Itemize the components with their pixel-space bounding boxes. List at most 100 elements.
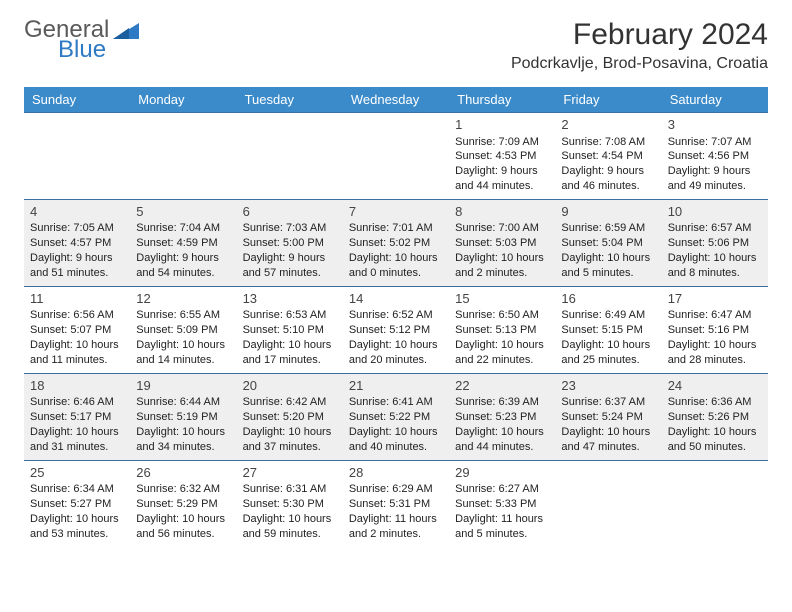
day-number: 19 (136, 377, 230, 395)
weekday-header: Monday (130, 87, 236, 113)
day-number: 5 (136, 203, 230, 221)
sunset-line: Sunset: 4:59 PM (136, 236, 230, 251)
daylight-line: Daylight: 10 hours and 37 minutes. (243, 425, 337, 455)
daylight-line: Daylight: 10 hours and 14 minutes. (136, 338, 230, 368)
calendar-day-cell: 7Sunrise: 7:01 AMSunset: 5:02 PMDaylight… (343, 199, 449, 286)
sunrise-line: Sunrise: 6:52 AM (349, 308, 443, 323)
calendar-day-cell: 16Sunrise: 6:49 AMSunset: 5:15 PMDayligh… (555, 286, 661, 373)
calendar-day-cell: 27Sunrise: 6:31 AMSunset: 5:30 PMDayligh… (237, 460, 343, 546)
sunset-line: Sunset: 5:27 PM (30, 497, 124, 512)
weekday-header: Tuesday (237, 87, 343, 113)
sunset-line: Sunset: 5:30 PM (243, 497, 337, 512)
daylight-line: Daylight: 10 hours and 59 minutes. (243, 512, 337, 542)
calendar-day-cell: 20Sunrise: 6:42 AMSunset: 5:20 PMDayligh… (237, 373, 343, 460)
sunset-line: Sunset: 5:23 PM (455, 410, 549, 425)
sunrise-line: Sunrise: 6:32 AM (136, 482, 230, 497)
calendar-empty-cell (237, 113, 343, 200)
daylight-line: Daylight: 10 hours and 28 minutes. (668, 338, 762, 368)
sunset-line: Sunset: 4:53 PM (455, 149, 549, 164)
day-number: 28 (349, 464, 443, 482)
daylight-line: Daylight: 10 hours and 25 minutes. (561, 338, 655, 368)
calendar-day-cell: 18Sunrise: 6:46 AMSunset: 5:17 PMDayligh… (24, 373, 130, 460)
sunrise-line: Sunrise: 6:36 AM (668, 395, 762, 410)
calendar-day-cell: 26Sunrise: 6:32 AMSunset: 5:29 PMDayligh… (130, 460, 236, 546)
daylight-line: Daylight: 10 hours and 20 minutes. (349, 338, 443, 368)
sunset-line: Sunset: 5:31 PM (349, 497, 443, 512)
calendar-empty-cell (24, 113, 130, 200)
calendar-week-row: 1Sunrise: 7:09 AMSunset: 4:53 PMDaylight… (24, 113, 768, 200)
calendar-day-cell: 9Sunrise: 6:59 AMSunset: 5:04 PMDaylight… (555, 199, 661, 286)
calendar-day-cell: 2Sunrise: 7:08 AMSunset: 4:54 PMDaylight… (555, 113, 661, 200)
sunrise-line: Sunrise: 6:56 AM (30, 308, 124, 323)
daylight-line: Daylight: 10 hours and 50 minutes. (668, 425, 762, 455)
weekday-header: Saturday (662, 87, 768, 113)
calendar-empty-cell (130, 113, 236, 200)
calendar-day-cell: 4Sunrise: 7:05 AMSunset: 4:57 PMDaylight… (24, 199, 130, 286)
calendar-week-row: 18Sunrise: 6:46 AMSunset: 5:17 PMDayligh… (24, 373, 768, 460)
sunrise-line: Sunrise: 7:08 AM (561, 135, 655, 150)
location-subtitle: Podcrkavlje, Brod-Posavina, Croatia (511, 55, 768, 73)
sunset-line: Sunset: 5:09 PM (136, 323, 230, 338)
sunrise-line: Sunrise: 6:57 AM (668, 221, 762, 236)
calendar-day-cell: 11Sunrise: 6:56 AMSunset: 5:07 PMDayligh… (24, 286, 130, 373)
day-number: 25 (30, 464, 124, 482)
calendar-day-cell: 12Sunrise: 6:55 AMSunset: 5:09 PMDayligh… (130, 286, 236, 373)
sunset-line: Sunset: 4:54 PM (561, 149, 655, 164)
weekday-row: SundayMondayTuesdayWednesdayThursdayFrid… (24, 87, 768, 113)
calendar-day-cell: 15Sunrise: 6:50 AMSunset: 5:13 PMDayligh… (449, 286, 555, 373)
calendar-week-row: 11Sunrise: 6:56 AMSunset: 5:07 PMDayligh… (24, 286, 768, 373)
calendar-day-cell: 23Sunrise: 6:37 AMSunset: 5:24 PMDayligh… (555, 373, 661, 460)
daylight-line: Daylight: 10 hours and 40 minutes. (349, 425, 443, 455)
calendar-week-row: 4Sunrise: 7:05 AMSunset: 4:57 PMDaylight… (24, 199, 768, 286)
calendar-day-cell: 5Sunrise: 7:04 AMSunset: 4:59 PMDaylight… (130, 199, 236, 286)
day-number: 6 (243, 203, 337, 221)
daylight-line: Daylight: 10 hours and 22 minutes. (455, 338, 549, 368)
sunset-line: Sunset: 5:04 PM (561, 236, 655, 251)
sunrise-line: Sunrise: 7:03 AM (243, 221, 337, 236)
sunset-line: Sunset: 5:00 PM (243, 236, 337, 251)
sunset-line: Sunset: 5:12 PM (349, 323, 443, 338)
brand-text: General Blue (24, 18, 109, 62)
weekday-header: Friday (555, 87, 661, 113)
sunrise-line: Sunrise: 6:49 AM (561, 308, 655, 323)
sunrise-line: Sunrise: 6:44 AM (136, 395, 230, 410)
daylight-line: Daylight: 9 hours and 57 minutes. (243, 251, 337, 281)
brand-line2: Blue (58, 38, 109, 62)
calendar-week-row: 25Sunrise: 6:34 AMSunset: 5:27 PM Dayligh… (24, 460, 768, 546)
sunset-line: Sunset: 5:10 PM (243, 323, 337, 338)
calendar-day-cell: 13Sunrise: 6:53 AMSunset: 5:10 PMDayligh… (237, 286, 343, 373)
sunrise-line: Sunrise: 6:29 AM (349, 482, 443, 497)
sunrise-line: Sunrise: 6:34 AM (30, 482, 124, 497)
sunset-line: Sunset: 5:33 PM (455, 497, 549, 512)
sunrise-line: Sunrise: 6:55 AM (136, 308, 230, 323)
day-number: 7 (349, 203, 443, 221)
sunset-line: Sunset: 5:02 PM (349, 236, 443, 251)
calendar-day-cell: 19Sunrise: 6:44 AMSunset: 5:19 PMDayligh… (130, 373, 236, 460)
brand-triangle-icon (113, 21, 141, 48)
day-number: 20 (243, 377, 337, 395)
sunset-line: Sunset: 5:29 PM (136, 497, 230, 512)
sunset-line: Sunset: 5:20 PM (243, 410, 337, 425)
sunrise-line: Sunrise: 6:39 AM (455, 395, 549, 410)
day-number: 12 (136, 290, 230, 308)
day-number: 8 (455, 203, 549, 221)
daylight-line: Daylight: 10 hours and 5 minutes. (561, 251, 655, 281)
daylight-line: Daylight: 10 hours and 47 minutes. (561, 425, 655, 455)
sunrise-line: Sunrise: 6:50 AM (455, 308, 549, 323)
calendar-day-cell: 24Sunrise: 6:36 AMSunset: 5:26 PMDayligh… (662, 373, 768, 460)
day-number: 23 (561, 377, 655, 395)
calendar-day-cell: 8Sunrise: 7:00 AMSunset: 5:03 PMDaylight… (449, 199, 555, 286)
calendar-day-cell: 6Sunrise: 7:03 AMSunset: 5:00 PMDaylight… (237, 199, 343, 286)
calendar-day-cell: 17Sunrise: 6:47 AMSunset: 5:16 PMDayligh… (662, 286, 768, 373)
day-number: 17 (668, 290, 762, 308)
sunset-line: Sunset: 5:17 PM (30, 410, 124, 425)
title-block: February 2024 Podcrkavlje, Brod-Posavina… (511, 18, 768, 73)
day-number: 24 (668, 377, 762, 395)
calendar-day-cell: 29Sunrise: 6:27 AMSunset: 5:33 PMDayligh… (449, 460, 555, 546)
day-number: 21 (349, 377, 443, 395)
day-number: 2 (561, 116, 655, 134)
sunset-line: Sunset: 5:22 PM (349, 410, 443, 425)
daylight-line: Daylight: 9 hours and 51 minutes. (30, 251, 124, 281)
daylight-line: Daylight: 10 hours and 44 minutes. (455, 425, 549, 455)
calendar-day-cell: 21Sunrise: 6:41 AMSunset: 5:22 PMDayligh… (343, 373, 449, 460)
